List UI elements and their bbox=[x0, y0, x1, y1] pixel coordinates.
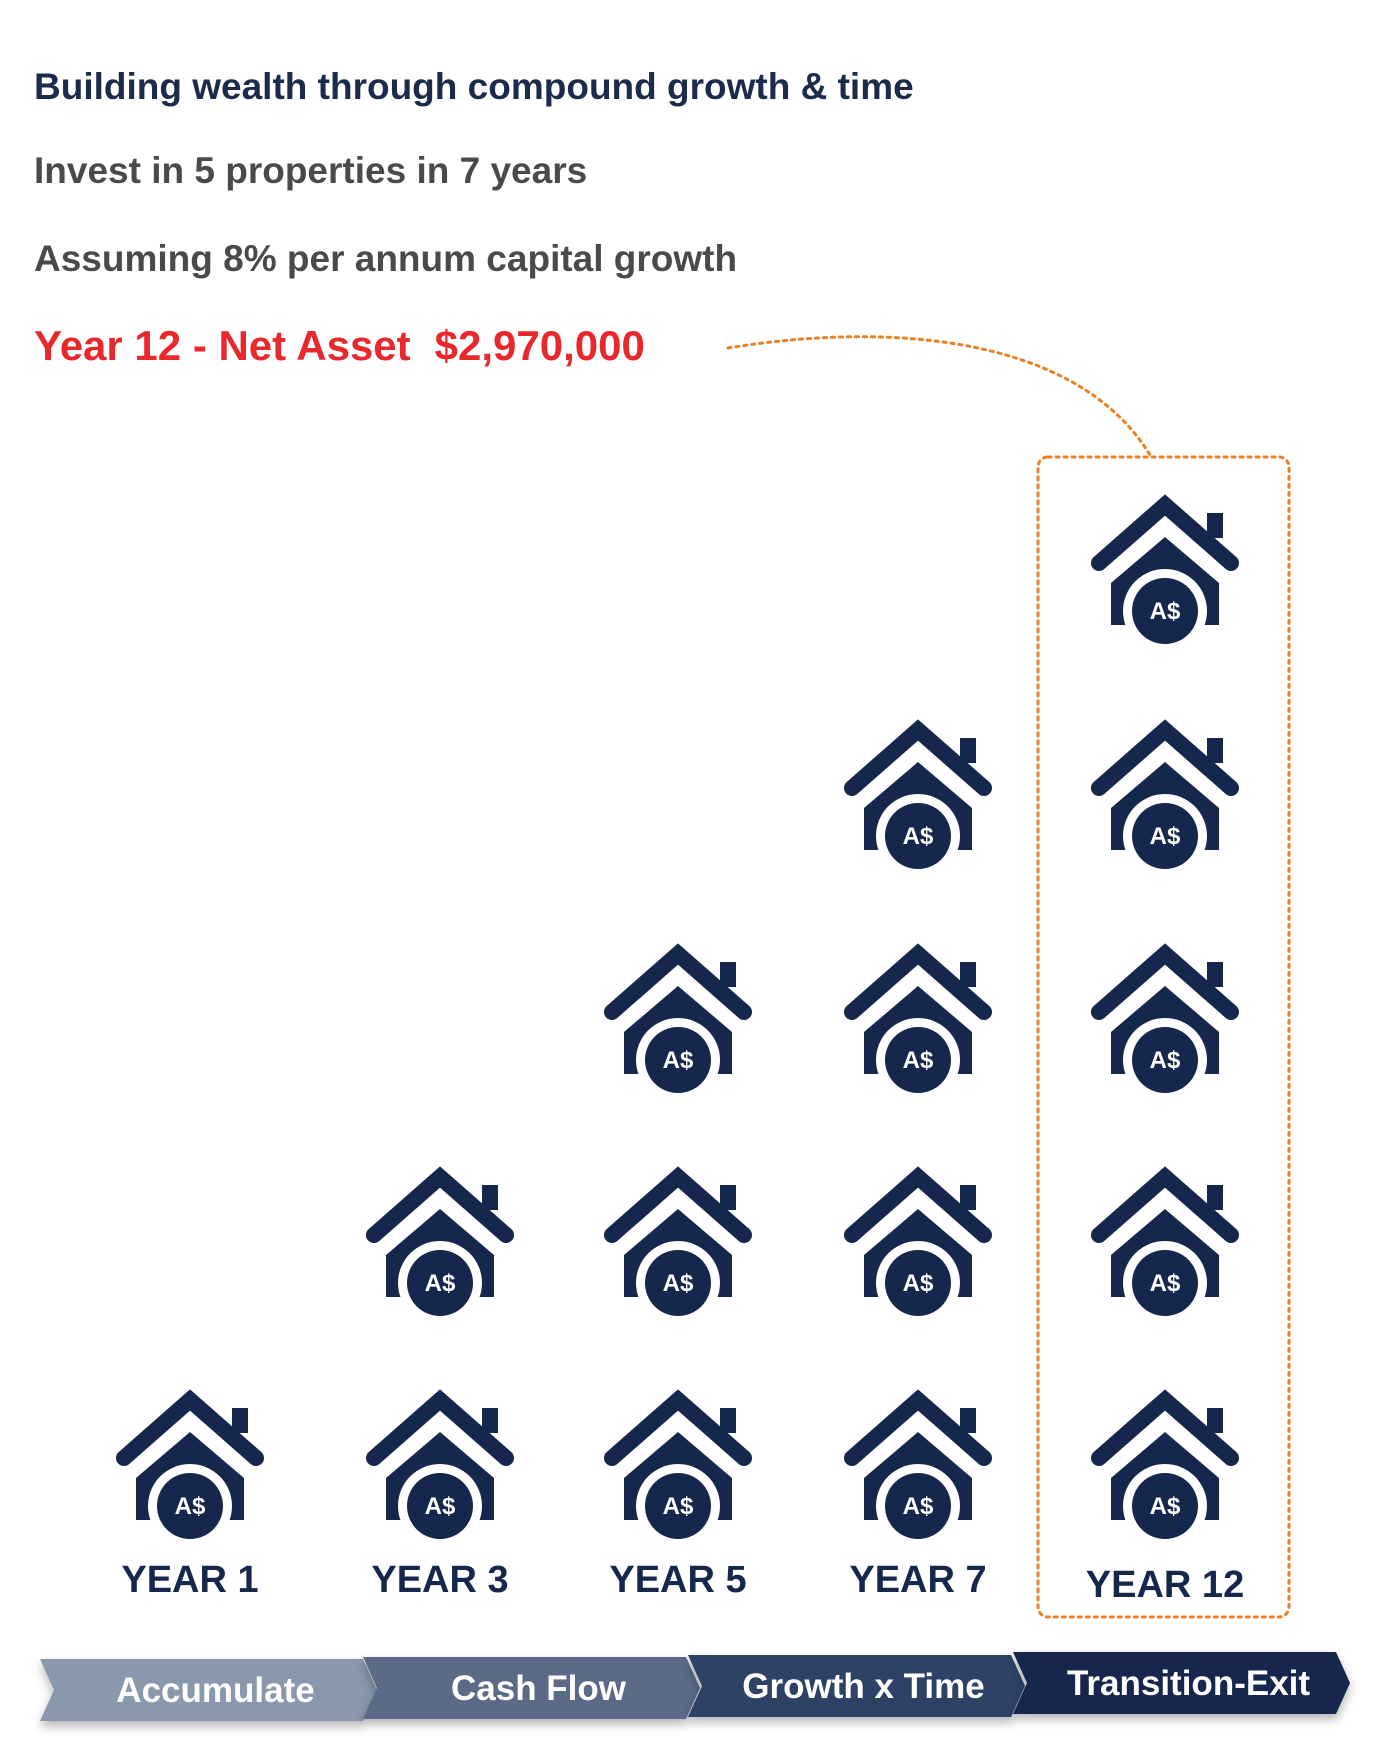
house-dollar-icon: A$ bbox=[844, 1166, 992, 1325]
stage-label: Growth x Time bbox=[742, 1667, 984, 1706]
year-label: YEAR 12 bbox=[1086, 1564, 1244, 1606]
currency-badge-label: A$ bbox=[1150, 823, 1181, 850]
house-dollar-icon: A$ bbox=[844, 719, 992, 878]
subtitle-growth: Assuming 8% per annum capital growth bbox=[34, 238, 738, 279]
net-asset-label: Year 12 - Net Asset bbox=[34, 322, 411, 369]
house-dollar-icon: A$ bbox=[604, 943, 752, 1102]
house-dollar-icon: A$ bbox=[604, 1166, 752, 1325]
stage-label: Accumulate bbox=[116, 1671, 314, 1710]
currency-badge-label: A$ bbox=[425, 1493, 456, 1520]
year-label: YEAR 3 bbox=[371, 1559, 508, 1601]
stage-chevron: Accumulate bbox=[40, 1659, 377, 1721]
currency-badge-label: A$ bbox=[425, 1270, 456, 1297]
currency-badge-label: A$ bbox=[903, 1493, 934, 1520]
currency-badge-label: A$ bbox=[1150, 1047, 1181, 1074]
house-dollar-icon: A$ bbox=[116, 1389, 264, 1548]
house-dollar-icon: A$ bbox=[366, 1166, 514, 1325]
headline: Building wealth through compound growth … bbox=[34, 66, 914, 107]
currency-badge-label: A$ bbox=[903, 823, 934, 850]
house-dollar-icon: A$ bbox=[604, 1389, 752, 1548]
house-dollar-icon: A$ bbox=[1091, 1389, 1239, 1548]
connector-dotted-line bbox=[726, 335, 1152, 457]
currency-badge-label: A$ bbox=[1150, 1493, 1181, 1520]
stage-chevron: Growth x Time bbox=[688, 1655, 1025, 1717]
currency-badge-label: A$ bbox=[663, 1493, 694, 1520]
net-asset-value: $2,970,000 bbox=[434, 322, 645, 369]
net-asset-highlight: Year 12 - Net Asset $2,970,000 bbox=[34, 322, 645, 370]
house-dollar-icon: A$ bbox=[366, 1389, 514, 1548]
subtitle-properties: Invest in 5 properties in 7 years bbox=[34, 150, 588, 191]
year-label: YEAR 1 bbox=[121, 1559, 258, 1601]
stage-label: Cash Flow bbox=[451, 1669, 627, 1708]
currency-badge-label: A$ bbox=[175, 1493, 206, 1520]
house-dollar-icon: A$ bbox=[1091, 719, 1239, 878]
house-dollar-icon: A$ bbox=[1091, 943, 1239, 1102]
house-dollar-icon: A$ bbox=[844, 1389, 992, 1548]
year-label: YEAR 5 bbox=[609, 1559, 746, 1601]
stage-label: Transition-Exit bbox=[1067, 1664, 1310, 1703]
currency-badge-label: A$ bbox=[903, 1270, 934, 1297]
stage-chevron: Cash Flow bbox=[363, 1657, 700, 1719]
house-dollar-icon: A$ bbox=[844, 943, 992, 1102]
stage-chevron: Transition-Exit bbox=[1013, 1652, 1350, 1714]
currency-badge-label: A$ bbox=[1150, 1270, 1181, 1297]
house-dollar-icon: A$ bbox=[1091, 1166, 1239, 1325]
currency-badge-label: A$ bbox=[903, 1047, 934, 1074]
year-12-highlight-box bbox=[1036, 455, 1291, 1619]
currency-badge-label: A$ bbox=[663, 1047, 694, 1074]
year-label: YEAR 7 bbox=[849, 1559, 986, 1601]
currency-badge-label: A$ bbox=[1150, 598, 1181, 625]
currency-badge-label: A$ bbox=[663, 1270, 694, 1297]
house-dollar-icon: A$ bbox=[1091, 494, 1239, 653]
